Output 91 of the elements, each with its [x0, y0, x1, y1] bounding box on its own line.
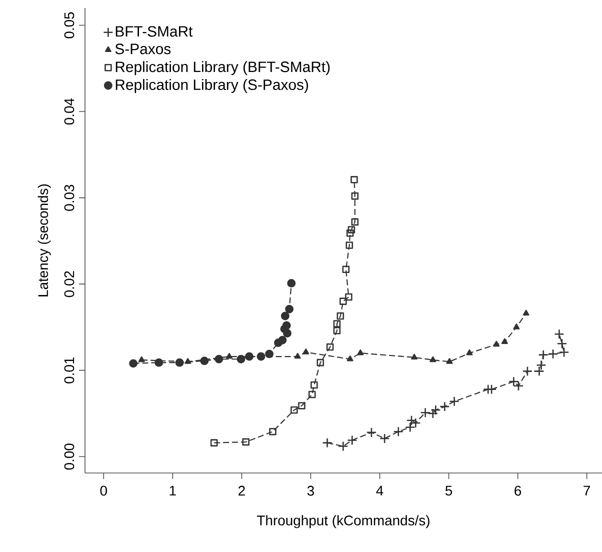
point	[558, 347, 570, 358]
point	[278, 336, 287, 344]
point	[316, 358, 324, 366]
point	[290, 406, 298, 414]
point	[351, 218, 359, 226]
point	[393, 426, 404, 437]
x-tick-label: 3	[307, 486, 314, 496]
point	[522, 310, 530, 316]
point	[175, 358, 184, 367]
x-tick-label: 7	[584, 486, 590, 496]
point	[348, 226, 356, 234]
point	[350, 176, 358, 184]
point	[310, 381, 318, 389]
x-tick-label: 2	[238, 486, 245, 496]
point	[411, 354, 418, 360]
point	[302, 348, 310, 354]
point	[428, 408, 438, 419]
point	[265, 350, 274, 358]
point	[326, 343, 334, 351]
x-tick-label: 6	[514, 486, 522, 496]
point	[336, 312, 344, 320]
point	[340, 298, 347, 305]
legend-label: Replication Library (S-Paxos)	[116, 79, 308, 93]
point	[322, 438, 332, 448]
point	[226, 352, 232, 359]
point	[347, 435, 358, 446]
point	[345, 293, 352, 301]
point	[538, 350, 548, 360]
point	[214, 354, 224, 364]
point	[154, 358, 164, 367]
point	[200, 356, 209, 366]
legend-label: Replication Library (BFT-SMaRt)	[116, 61, 330, 76]
point	[280, 312, 290, 320]
x-axis-title: Throughput (kCommands/s)	[256, 515, 430, 528]
point	[554, 328, 564, 340]
point	[333, 327, 341, 334]
point	[446, 358, 453, 364]
x-tick-label: 0	[100, 486, 107, 496]
x-tick-label: 5	[445, 486, 452, 496]
y-tick-label: 0.03	[64, 184, 74, 211]
point	[493, 340, 500, 347]
point	[308, 390, 316, 398]
point	[184, 358, 192, 364]
point	[338, 441, 348, 452]
point	[379, 433, 390, 444]
point	[522, 366, 533, 376]
y-tick-label: 0.02	[64, 271, 74, 298]
point	[351, 192, 359, 200]
point	[449, 396, 460, 407]
point	[346, 355, 354, 362]
point	[342, 266, 350, 274]
point	[210, 439, 218, 446]
point	[138, 356, 145, 362]
point	[242, 438, 250, 446]
y-tick-label: 0.00	[64, 444, 74, 470]
point	[287, 278, 296, 288]
point	[430, 356, 436, 362]
point	[466, 349, 473, 356]
point	[439, 401, 450, 412]
point	[298, 402, 306, 410]
point	[282, 321, 291, 330]
point	[285, 304, 294, 314]
point	[245, 352, 254, 361]
point	[556, 338, 568, 349]
point	[256, 352, 266, 361]
point	[501, 338, 508, 344]
point	[513, 324, 520, 330]
point	[236, 354, 246, 364]
y-tick-label: 0.01	[64, 357, 74, 384]
point	[366, 427, 377, 438]
legend-label: BFT-SMaRt	[116, 26, 193, 37]
y-axis-title: Latency (seconds)	[38, 184, 51, 296]
point	[294, 352, 301, 359]
point	[346, 230, 354, 237]
x-tick-label: 4	[376, 486, 384, 496]
point	[548, 348, 558, 360]
legend-label: S-Paxos	[115, 44, 171, 54]
point	[534, 366, 544, 376]
point	[420, 407, 430, 418]
point	[269, 428, 276, 436]
point	[536, 360, 546, 370]
point	[430, 404, 441, 416]
y-tick-label: 0.05	[64, 12, 74, 38]
x-tick-label: 1	[170, 486, 176, 496]
point	[486, 384, 497, 394]
point	[346, 242, 354, 249]
point	[129, 359, 138, 368]
point	[357, 349, 364, 356]
y-tick-label: 0.04	[64, 98, 74, 125]
point	[404, 422, 416, 432]
point	[333, 320, 341, 328]
